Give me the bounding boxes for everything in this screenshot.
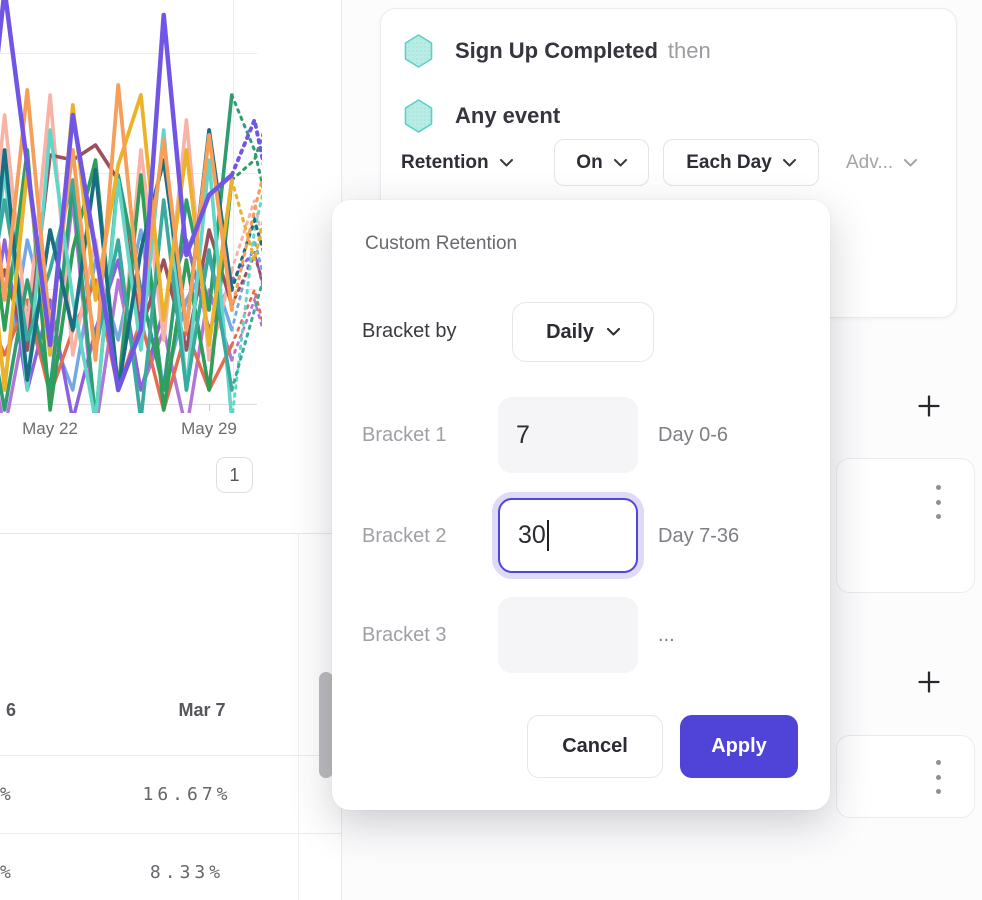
advanced-label: Adv... [846, 151, 894, 173]
x-tick-may-29: May 29 [181, 419, 237, 438]
report-panel: May 22 May 29 1 6 Mar 7 % 16.67% % 8.33% [0, 0, 342, 900]
event-name: Any event [455, 103, 561, 128]
table-cell-value: 16.67% [142, 784, 232, 805]
chevron-down-icon [613, 158, 627, 166]
section-divider [0, 533, 341, 534]
granularity-label: Each Day [686, 151, 772, 173]
x-tick-may-22: May 22 [22, 419, 78, 438]
table-header-partial: 6 [5, 700, 16, 720]
modal-title: Custom Retention [365, 233, 518, 254]
then-label: then [667, 38, 711, 63]
advanced-dropdown[interactable]: Adv... [846, 139, 918, 186]
table-cell-partial: % [0, 862, 15, 883]
event-name: Sign Up Completed [455, 38, 658, 63]
table-cell-partial: % [0, 784, 15, 805]
on-dropdown-button[interactable]: On [554, 139, 649, 186]
bracket-3-range: ... [658, 623, 675, 646]
bracket-1-value: 7 [516, 420, 530, 449]
bracket-1-input[interactable]: 7 [498, 397, 638, 473]
bracket-2-input[interactable]: 30 [498, 498, 638, 573]
plus-icon [918, 395, 940, 417]
granularity-dropdown-button[interactable]: Each Day [663, 139, 819, 186]
table-header-mar-7: Mar 7 [178, 700, 226, 720]
bracket-1-label: Bracket 1 [362, 423, 447, 446]
chevron-down-icon [904, 158, 918, 166]
add-section-button[interactable] [916, 669, 942, 695]
bracket-3-label: Bracket 3 [362, 623, 447, 646]
hexagon-icon [404, 99, 433, 133]
table-row-divider [0, 833, 341, 834]
event-step-2[interactable]: Any event [404, 99, 560, 133]
table-column-divider [298, 534, 299, 900]
retention-line-chart [0, 0, 262, 413]
side-panel-card [836, 458, 975, 593]
measurement-label: Retention [401, 151, 489, 173]
table-row-divider [0, 755, 341, 756]
custom-retention-modal: Custom Retention Bracket by Daily Bracke… [332, 200, 830, 810]
bracket-3-input[interactable] [498, 597, 638, 673]
chevron-down-icon [782, 158, 796, 166]
bracket-2-label: Bracket 2 [362, 524, 447, 547]
table-cell-value: 8.33% [149, 862, 225, 883]
event-step-1[interactable]: Sign Up Completed then [404, 34, 711, 68]
side-panel-card [836, 735, 975, 818]
hexagon-icon [404, 34, 433, 68]
chevron-down-icon [499, 158, 513, 166]
bracket-2-value: 30 [518, 521, 546, 549]
bracket-2-range: Day 7-36 [658, 524, 740, 547]
apply-button[interactable]: Apply [680, 715, 798, 778]
chart-series-lines [0, 0, 262, 413]
bracket-by-label: Bracket by [362, 319, 457, 342]
plus-icon [918, 671, 940, 693]
measurement-dropdown[interactable]: Retention [401, 139, 513, 186]
add-section-button[interactable] [916, 393, 942, 419]
cancel-button[interactable]: Cancel [527, 715, 663, 778]
bracket-by-dropdown[interactable]: Daily [512, 302, 654, 362]
text-caret [546, 520, 549, 551]
pagination-page-1-button[interactable]: 1 [216, 457, 253, 493]
bracket-by-value: Daily [546, 320, 594, 343]
kebab-icon[interactable] [929, 760, 947, 794]
kebab-icon[interactable] [929, 485, 947, 519]
chevron-down-icon [606, 328, 620, 336]
bracket-1-range: Day 0-6 [658, 423, 729, 446]
vertical-scrollbar[interactable] [319, 672, 333, 778]
on-label: On [576, 151, 603, 173]
